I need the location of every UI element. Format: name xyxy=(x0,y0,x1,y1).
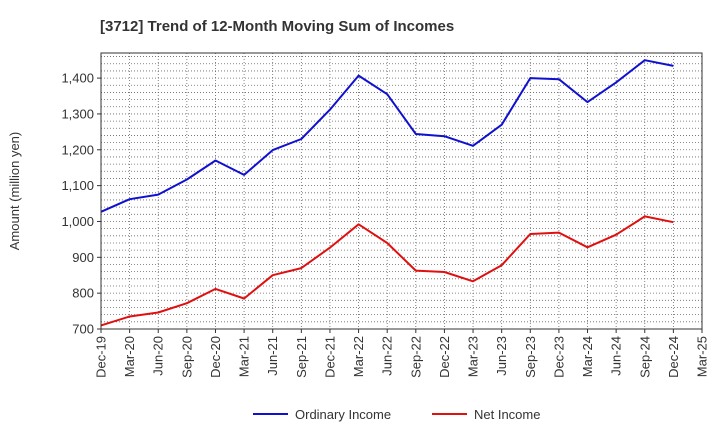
y-tick-label: 900 xyxy=(72,250,94,265)
x-tick-label: Dec-20 xyxy=(208,336,223,378)
plot-area-frame xyxy=(100,52,703,330)
y-axis-ticks: 700 800 900 1,000 1,100 1,200 1,300 1,400 xyxy=(61,71,101,337)
x-tick-label: Sep-20 xyxy=(179,336,194,378)
grid xyxy=(100,53,703,330)
y-tick-label: 1,400 xyxy=(61,71,94,86)
y-tick-label: 1,200 xyxy=(61,142,94,157)
legend: Ordinary Income Net Income xyxy=(253,407,540,422)
legend-label-ordinary-income: Ordinary Income xyxy=(295,407,391,422)
x-tick-label: Jun-24 xyxy=(609,336,624,376)
x-axis-ticks: Dec-19 Mar-20 Jun-20 Sep-20 Dec-20 Mar-21 Jun-… xyxy=(94,329,710,378)
x-tick-label: Jun-20 xyxy=(151,336,166,376)
x-tick-label: Sep-24 xyxy=(637,336,652,378)
y-tick-label: 800 xyxy=(72,286,94,301)
y-tick-label: 1,000 xyxy=(61,214,94,229)
x-tick-label: Jun-23 xyxy=(494,336,509,376)
x-tick-label: Sep-23 xyxy=(523,336,538,378)
x-tick-label: Jun-21 xyxy=(265,336,280,376)
x-tick-label: Mar-21 xyxy=(237,336,252,377)
y-tick-label: 1,300 xyxy=(61,106,94,121)
x-tick-label: Mar-24 xyxy=(580,336,595,377)
x-tick-label: Mar-20 xyxy=(122,336,137,377)
x-tick-label: Mar-23 xyxy=(466,336,481,377)
x-tick-label: Sep-21 xyxy=(294,336,309,378)
y-tick-label: 700 xyxy=(72,322,94,337)
y-axis-label: Amount (million yen) xyxy=(7,132,22,251)
x-tick-label: Dec-23 xyxy=(551,336,566,378)
x-tick-label: Dec-24 xyxy=(666,336,681,378)
series-lines xyxy=(100,59,674,327)
x-tick-label: Jun-22 xyxy=(380,336,395,376)
x-tick-label: Dec-21 xyxy=(322,336,337,378)
series-line-net-income xyxy=(100,215,674,327)
chart-title: [3712] Trend of 12-Month Moving Sum of I… xyxy=(100,18,454,35)
x-tick-label: Dec-22 xyxy=(437,336,452,378)
legend-label-net-income: Net Income xyxy=(474,407,540,422)
x-tick-label: Dec-19 xyxy=(94,336,109,378)
x-tick-label: Mar-25 xyxy=(695,336,710,377)
x-tick-label: Sep-22 xyxy=(408,336,423,378)
x-tick-label: Mar-22 xyxy=(351,336,366,377)
y-tick-label: 1,100 xyxy=(61,178,94,193)
series-line-ordinary-income xyxy=(100,59,674,213)
